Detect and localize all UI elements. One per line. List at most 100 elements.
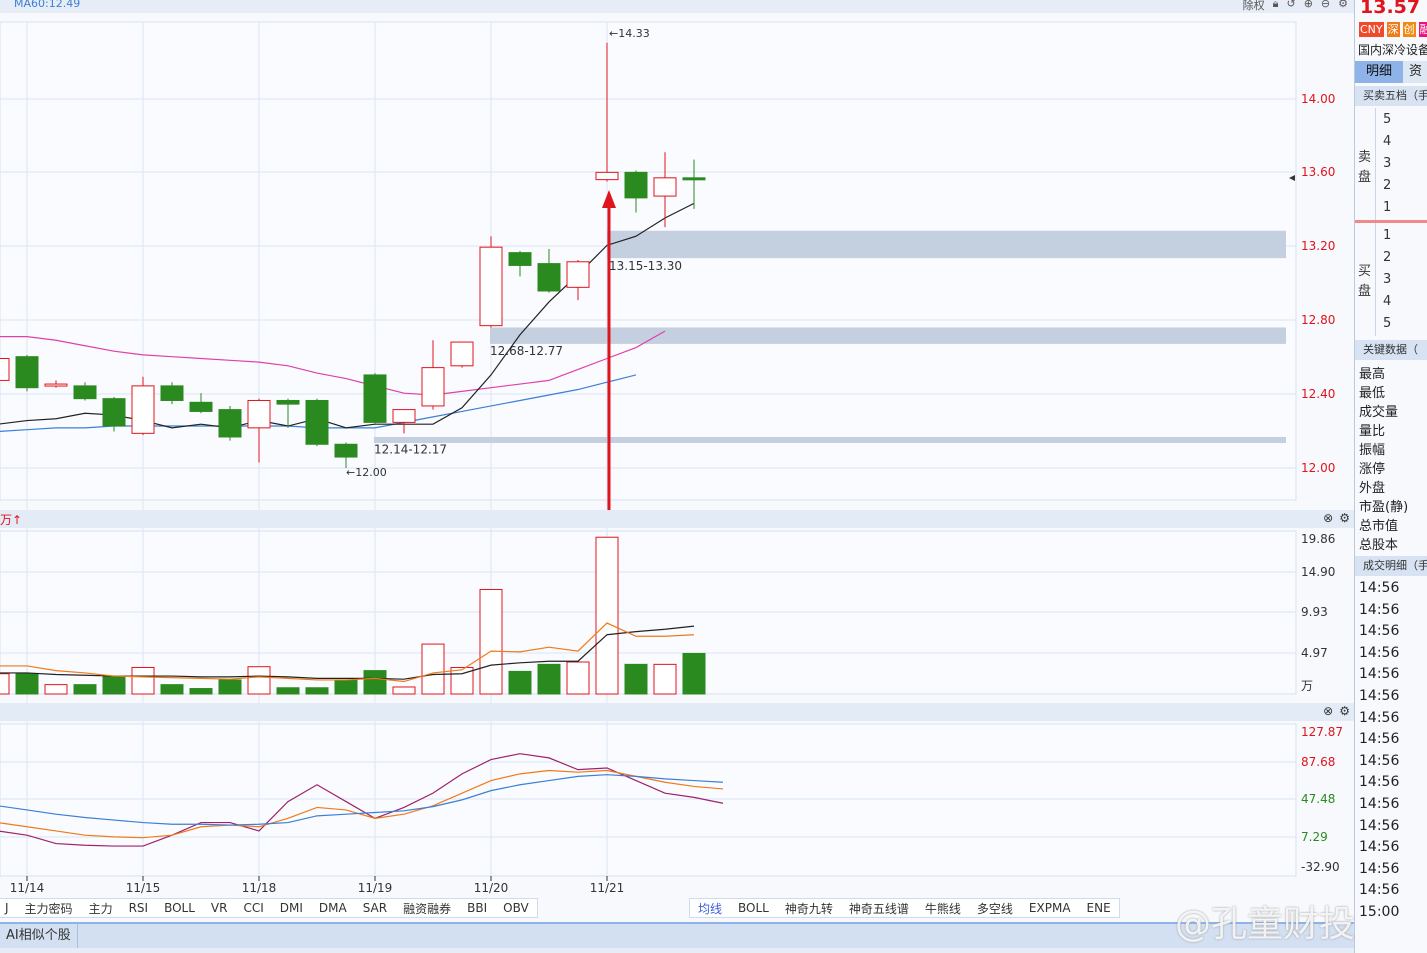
candle-body: [653, 177, 677, 197]
ex-rights-button[interactable]: 除权: [1242, 0, 1265, 12]
indicator-tab[interactable]: 主力密码: [24, 901, 73, 916]
key-data-item: 总市值: [1359, 519, 1399, 534]
indicator-tab[interactable]: DMA: [318, 901, 347, 915]
support-zone-label: 12.68-12.77: [490, 344, 563, 358]
price-axis-label: 14.00: [1301, 92, 1335, 106]
indicator-tab[interactable]: 融资融券: [403, 901, 452, 916]
overlay-tab[interactable]: 均线: [698, 901, 723, 916]
orderbook-title: 买卖五档（手）: [1355, 86, 1427, 106]
buy-level: 3: [1383, 272, 1392, 287]
key-data-item: 最低: [1359, 386, 1386, 401]
candle-body: [624, 171, 648, 199]
date-label: 11/20: [474, 881, 509, 895]
gear-icon[interactable]: ⚙: [1339, 704, 1350, 718]
tab-detail[interactable]: 明细: [1355, 61, 1403, 83]
volume-bar: [682, 652, 706, 695]
volume-bar: [0, 673, 10, 695]
candle-body: [131, 385, 155, 434]
stock-name: 国内深冷设备: [1358, 43, 1427, 57]
overlay-tab[interactable]: 多空线: [976, 901, 1013, 916]
indicator-tab[interactable]: CCI: [243, 901, 264, 915]
indicator-axis-label: 47.48: [1301, 792, 1335, 806]
overlay-tab[interactable]: 牛熊线: [924, 901, 961, 916]
gear-icon[interactable]: ⚙: [1339, 511, 1350, 525]
candle-body: [102, 398, 126, 427]
undo-icon[interactable]: ↺: [1286, 0, 1296, 10]
kline-chart[interactable]: 14.00 13.60 13.20 12.80 12.40 12.00 19.86 14.90…: [0, 0, 1354, 900]
close-icon[interactable]: ⊗: [1323, 511, 1334, 525]
indicator-tab[interactable]: 主力: [88, 901, 113, 916]
trade-time: 14:56: [1359, 644, 1400, 661]
quote-panel: 13.57 ⬆ CNY 深 创 融 国内深冷设备 明细 资 买卖五档（手） 卖盘…: [1354, 0, 1427, 953]
candle-body: [276, 399, 300, 405]
volume-bar: [44, 684, 68, 695]
trade-time: 14:56: [1359, 796, 1400, 812]
close-icon[interactable]: ⊗: [1323, 704, 1334, 718]
buy-level: 4: [1383, 294, 1392, 309]
indicator-axis-label: 87.68: [1301, 755, 1335, 769]
lock-icon[interactable]: 🔒︎: [1272, 0, 1279, 10]
candle-body: [682, 177, 706, 181]
candle-body: [334, 443, 358, 458]
volume-bar: [624, 663, 648, 695]
zoom-in-icon[interactable]: ⊕: [1303, 0, 1313, 10]
key-data-item: 涨停: [1359, 462, 1386, 477]
date-label: 11/18: [242, 881, 277, 895]
price-marker-icon: [1289, 175, 1295, 181]
indicator-tab[interactable]: DMI: [279, 901, 303, 915]
volume-bar: [363, 670, 387, 695]
sell-label: 卖盘: [1358, 150, 1372, 185]
key-data-item: 振幅: [1359, 443, 1386, 458]
indicator-d-line: [0, 769, 724, 839]
gear-icon[interactable]: ⚙: [1338, 0, 1348, 10]
date-label: 11/14: [10, 881, 45, 895]
date-label: 11/21: [590, 881, 625, 895]
overlay-tab[interactable]: ENE: [1086, 901, 1111, 915]
price-panel: [0, 21, 1297, 501]
indicator-tab[interactable]: SAR: [362, 901, 388, 915]
key-data-title: 关键数据（: [1355, 340, 1427, 360]
watermark: @孔童财投: [1175, 904, 1356, 945]
overlay-tab[interactable]: BOLL: [738, 901, 769, 915]
overlay-tab[interactable]: 神奇九转: [784, 901, 833, 916]
volume-bar: [131, 666, 155, 695]
indicator-tab[interactable]: BBI: [467, 901, 488, 915]
trade-time: 15:00: [1359, 904, 1400, 920]
trade-time: 14:56: [1359, 860, 1400, 877]
buy-label: 买盘: [1358, 264, 1372, 299]
candle-body: [247, 399, 271, 429]
support-zone: [607, 230, 1286, 259]
volume-bar: [218, 679, 242, 695]
badge-cny: CNY: [1359, 22, 1384, 37]
candle-body: [73, 385, 97, 400]
sell-level: 5: [1383, 112, 1392, 127]
trade-time: 14:56: [1359, 688, 1400, 704]
key-data-item: 量比: [1359, 424, 1386, 439]
ma60-label: MA60:12.49: [14, 0, 81, 10]
ai-similar-stocks-tab[interactable]: AI相似个股: [0, 924, 78, 948]
zoom-out-icon[interactable]: ⊖: [1320, 0, 1331, 10]
trade-time: 14:56: [1359, 839, 1400, 856]
tab-funds[interactable]: 资: [1402, 61, 1427, 83]
trade-time: 14:56: [1359, 774, 1400, 791]
buy-level: 5: [1383, 316, 1392, 331]
indicator-tab[interactable]: VR: [210, 901, 228, 915]
volume-axis-label: 4.97: [1301, 646, 1328, 660]
indicator-j-line: [0, 774, 724, 826]
overlay-tab[interactable]: 神奇五线谱: [848, 901, 909, 916]
indicator-tab[interactable]: BOLL: [164, 901, 195, 915]
volume-bar: [653, 663, 677, 695]
indicator-tab[interactable]: OBV: [503, 901, 529, 915]
price-axis-label: 13.20: [1301, 239, 1335, 253]
volume-bar: [102, 675, 126, 695]
volume-bar: [73, 684, 97, 695]
indicator-tab[interactable]: J: [5, 901, 9, 915]
trade-time: 14:56: [1359, 666, 1400, 683]
status-bar: AI相似个股: [0, 922, 1354, 948]
candle-body: [305, 399, 329, 445]
ma10-line: [0, 330, 666, 396]
indicator-tab[interactable]: RSI: [128, 901, 149, 915]
overlay-tab[interactable]: EXPMA: [1028, 901, 1071, 915]
support-zone: [374, 436, 1286, 443]
high-label: ←14.33: [609, 27, 650, 40]
